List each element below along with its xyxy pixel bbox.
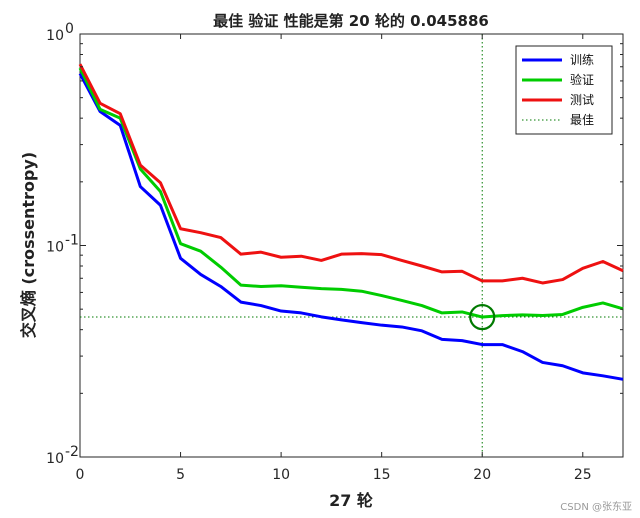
series-line-3 [78, 63, 624, 285]
watermark: CSDN @张东亚 [560, 500, 632, 513]
legend-label: 验证 [570, 72, 594, 87]
y-tick-label: 10 [46, 28, 64, 44]
x-axis-label: 27 轮 [329, 491, 373, 510]
legend-label: 最佳 [570, 113, 594, 127]
y-tick-exponent: -1 [65, 233, 79, 249]
y-tick-exponent: 0 [65, 21, 74, 37]
chart-title: 最佳 验证 性能是第 20 轮的 0.045886 [213, 12, 489, 30]
best-markers [80, 34, 623, 457]
x-tick-label: 5 [176, 467, 185, 483]
y-axis-label: 交叉熵 (crossentropy) [19, 152, 38, 338]
x-tick-label: 0 [76, 467, 85, 483]
series-lines [78, 63, 624, 381]
y-tick-label: 10 [46, 451, 64, 467]
legend-label: 测试 [570, 92, 594, 107]
x-tick-label: 20 [473, 467, 491, 483]
x-tick-label: 25 [574, 467, 592, 483]
y-tick-exponent: -2 [65, 444, 79, 460]
x-tick-label: 15 [373, 467, 391, 483]
series-line-1 [78, 72, 624, 381]
legend-label: 训练 [570, 52, 594, 67]
x-ticks: 0 5 10 15 20 25 [76, 34, 592, 483]
y-tick-label: 10 [46, 240, 64, 256]
best-point-marker [469, 303, 496, 331]
x-tick-label: 10 [272, 467, 290, 483]
series-line-2 [78, 67, 624, 319]
